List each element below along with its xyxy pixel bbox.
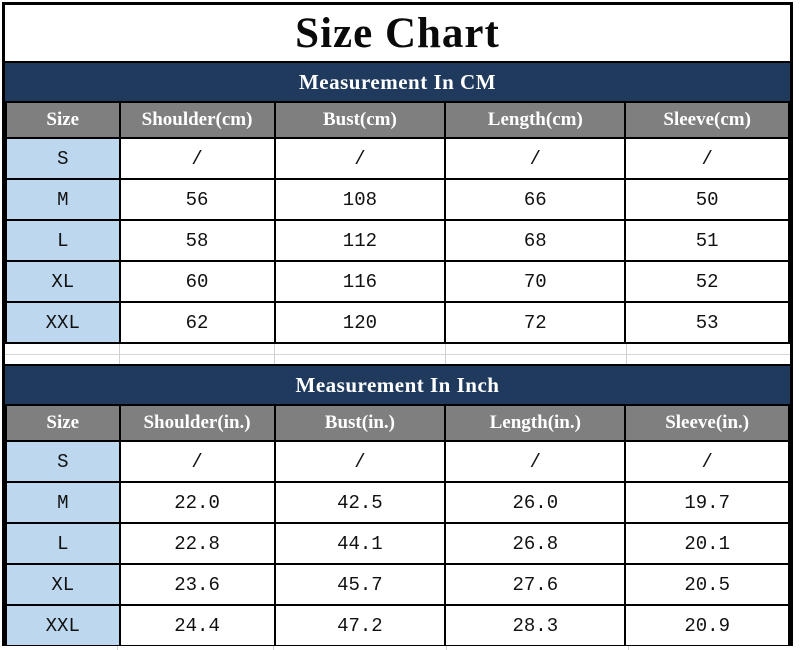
- gridline: [627, 646, 629, 650]
- table-spacer: [5, 344, 790, 364]
- size-cell: XXL: [5, 301, 121, 344]
- gridline: [625, 344, 627, 364]
- column-header-bust: Bust(in.): [273, 404, 447, 442]
- table-row-m: M 56 108 66 50: [5, 178, 790, 221]
- inch-header-row: Size Shoulder(in.) Bust(in.) Length(in.)…: [5, 404, 790, 442]
- value-cell: /: [444, 440, 627, 483]
- section-header-cm: Measurement In CM: [5, 61, 790, 101]
- value-cell: /: [624, 440, 790, 483]
- value-cell: 70: [444, 260, 627, 303]
- column-header-shoulder: Shoulder(cm): [118, 101, 276, 139]
- table-row-xl: XL 60 116 70 52: [5, 260, 790, 303]
- column-header-shoulder: Shoulder(in.): [118, 404, 276, 442]
- value-cell: 68: [444, 219, 627, 262]
- value-cell: 66: [444, 178, 627, 221]
- value-cell: 51: [624, 219, 790, 262]
- value-cell: 72: [444, 301, 627, 344]
- value-cell: 44.1: [273, 522, 447, 565]
- column-header-size: Size: [5, 101, 121, 139]
- column-header-length: Length(in.): [444, 404, 627, 442]
- column-header-sleeve: Sleeve(in.): [624, 404, 790, 442]
- value-cell: /: [273, 440, 447, 483]
- value-cell: /: [444, 137, 627, 180]
- size-cell: S: [5, 137, 121, 180]
- size-cell: XXL: [5, 604, 121, 647]
- gridline: [118, 344, 120, 364]
- value-cell: 50: [624, 178, 790, 221]
- value-cell: 20.9: [624, 604, 790, 647]
- column-header-bust: Bust(cm): [273, 101, 447, 139]
- value-cell: 116: [273, 260, 447, 303]
- gridline: [116, 646, 118, 650]
- table-row-s: S / / / /: [5, 440, 790, 483]
- value-cell: 22.8: [118, 522, 276, 565]
- inch-table: Size Shoulder(in.) Bust(in.) Length(in.)…: [5, 404, 790, 647]
- gridline: [274, 344, 276, 364]
- size-cell: L: [5, 219, 121, 262]
- value-cell: 26.0: [444, 481, 627, 524]
- gridline: [445, 646, 447, 650]
- table-row-m: M 22.0 42.5 26.0 19.7: [5, 481, 790, 524]
- table-row-l: L 58 112 68 51: [5, 219, 790, 262]
- value-cell: 28.3: [444, 604, 627, 647]
- value-cell: 24.4: [118, 604, 276, 647]
- size-cell: XL: [5, 563, 121, 606]
- value-cell: 20.1: [624, 522, 790, 565]
- value-cell: 27.6: [444, 563, 627, 606]
- value-cell: 120: [273, 301, 447, 344]
- table-row-xl: XL 23.6 45.7 27.6 20.5: [5, 563, 790, 606]
- section-header-inch: Measurement In Inch: [5, 364, 790, 404]
- size-cell: M: [5, 481, 121, 524]
- cm-table: Size Shoulder(cm) Bust(cm) Length(cm) Sl…: [5, 101, 790, 344]
- table-row-s: S / / / /: [5, 137, 790, 180]
- value-cell: 45.7: [273, 563, 447, 606]
- value-cell: /: [118, 137, 276, 180]
- page-title: Size Chart: [295, 9, 500, 57]
- size-cell: L: [5, 522, 121, 565]
- column-header-length: Length(cm): [444, 101, 627, 139]
- gridline: [5, 354, 790, 355]
- table-row-l: L 22.8 44.1 26.8 20.1: [5, 522, 790, 565]
- value-cell: 53: [624, 301, 790, 344]
- table-row-xxl: XXL 24.4 47.2 28.3 20.9: [5, 604, 790, 647]
- bottom-gridline-strip: [2, 646, 793, 650]
- value-cell: 23.6: [118, 563, 276, 606]
- column-header-sleeve: Sleeve(cm): [624, 101, 790, 139]
- gridline: [445, 344, 447, 364]
- size-cell: XL: [5, 260, 121, 303]
- value-cell: 62: [118, 301, 276, 344]
- value-cell: 20.5: [624, 563, 790, 606]
- value-cell: 47.2: [273, 604, 447, 647]
- size-cell: M: [5, 178, 121, 221]
- size-cell: S: [5, 440, 121, 483]
- cm-header-row: Size Shoulder(cm) Bust(cm) Length(cm) Sl…: [5, 101, 790, 139]
- value-cell: /: [273, 137, 447, 180]
- value-cell: 108: [273, 178, 447, 221]
- value-cell: 22.0: [118, 481, 276, 524]
- value-cell: 58: [118, 219, 276, 262]
- value-cell: 112: [273, 219, 447, 262]
- gridline: [273, 646, 275, 650]
- value-cell: /: [624, 137, 790, 180]
- value-cell: 60: [118, 260, 276, 303]
- value-cell: 56: [118, 178, 276, 221]
- value-cell: 52: [624, 260, 790, 303]
- value-cell: 19.7: [624, 481, 790, 524]
- column-header-size: Size: [5, 404, 121, 442]
- value-cell: /: [118, 440, 276, 483]
- table-row-xxl: XXL 62 120 72 53: [5, 301, 790, 344]
- value-cell: 42.5: [273, 481, 447, 524]
- value-cell: 26.8: [444, 522, 627, 565]
